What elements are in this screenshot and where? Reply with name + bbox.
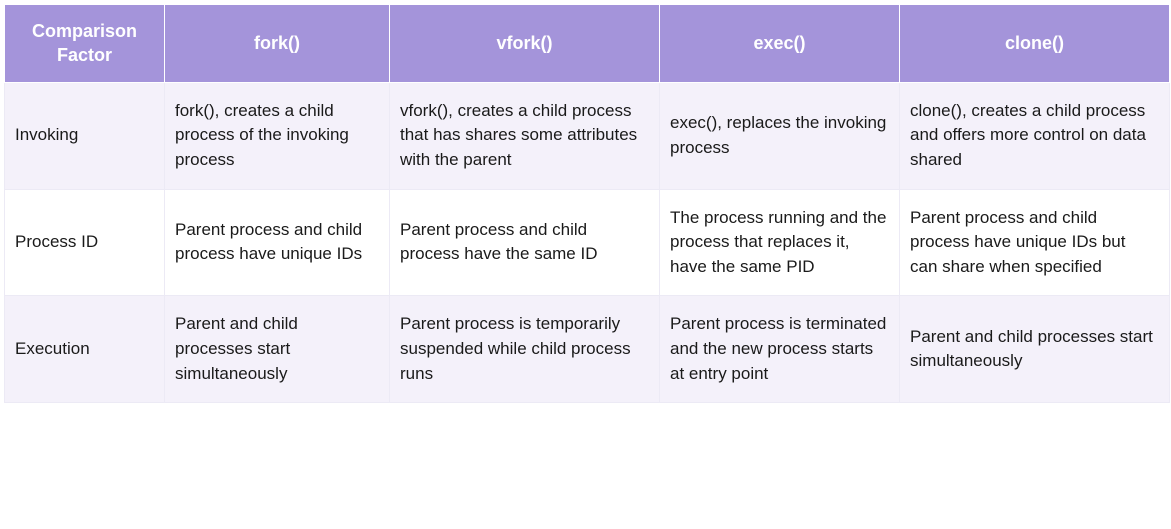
cell-vfork: Parent process is temporarily suspended … [390,296,660,403]
row-factor: Execution [5,296,165,403]
table-row: Process ID Parent process and child proc… [5,189,1170,296]
col-header-factor: Comparison Factor [5,5,165,83]
cell-clone: clone(), creates a child process and off… [900,82,1170,189]
col-header-vfork: vfork() [390,5,660,83]
comparison-table: Comparison Factor fork() vfork() exec() … [4,4,1170,403]
cell-fork: Parent and child processes start simulta… [165,296,390,403]
cell-fork: Parent process and child process have un… [165,189,390,296]
cell-exec: The process running and the process that… [660,189,900,296]
cell-fork: fork(), creates a child process of the i… [165,82,390,189]
col-header-exec: exec() [660,5,900,83]
cell-vfork: vfork(), creates a child process that ha… [390,82,660,189]
col-header-clone: clone() [900,5,1170,83]
row-factor: Invoking [5,82,165,189]
col-header-fork: fork() [165,5,390,83]
cell-clone: Parent process and child process have un… [900,189,1170,296]
cell-exec: exec(), replaces the invoking process [660,82,900,189]
table-header-row: Comparison Factor fork() vfork() exec() … [5,5,1170,83]
row-factor: Process ID [5,189,165,296]
cell-clone: Parent and child processes start simulta… [900,296,1170,403]
cell-exec: Parent process is terminated and the new… [660,296,900,403]
cell-vfork: Parent process and child process have th… [390,189,660,296]
table-row: Invoking fork(), creates a child process… [5,82,1170,189]
table-row: Execution Parent and child processes sta… [5,296,1170,403]
comparison-table-container: Comparison Factor fork() vfork() exec() … [0,0,1171,407]
